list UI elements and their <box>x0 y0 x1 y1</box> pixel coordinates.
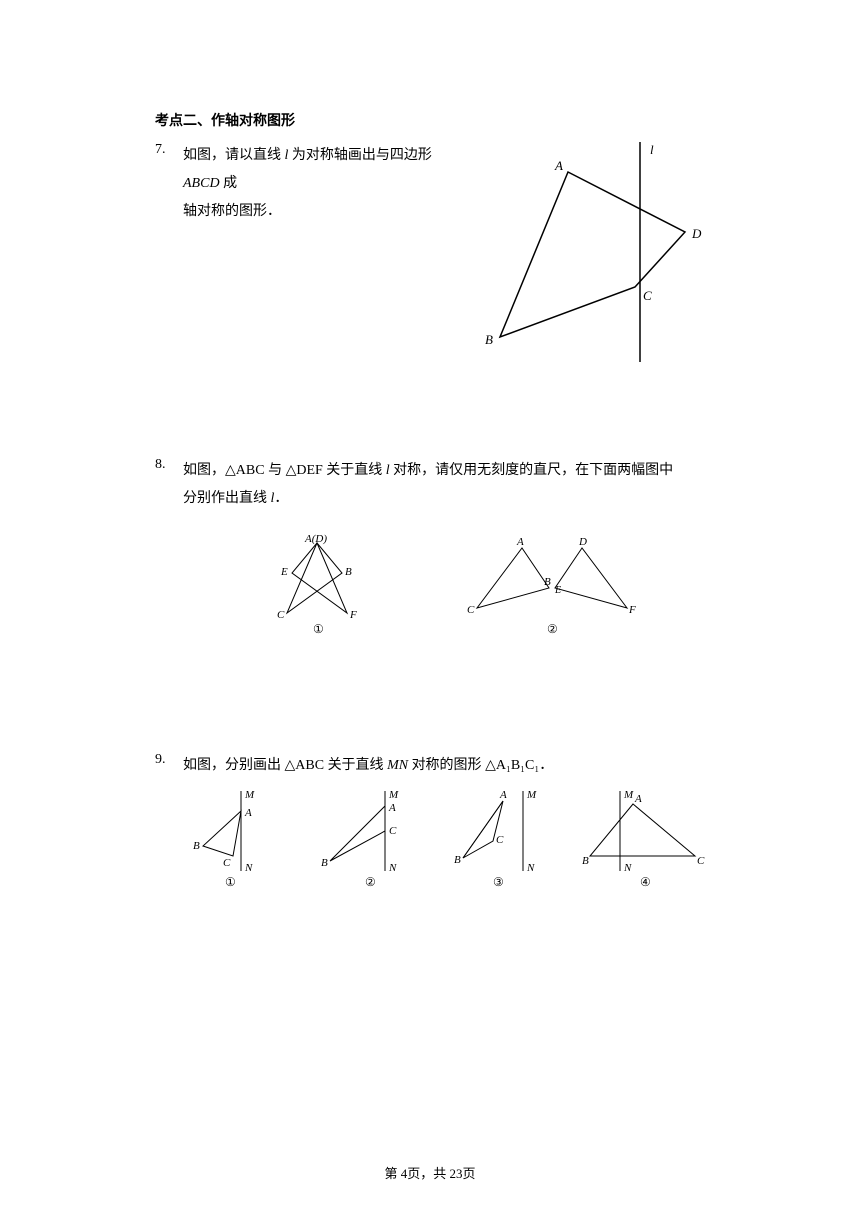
circled-2: ② <box>547 622 558 636</box>
figure-q8-1: A(D) B C E F ① <box>257 533 377 643</box>
svg-text:M: M <box>623 789 634 801</box>
math: △ABC <box>225 463 265 478</box>
figure-row-q8: A(D) B C E F ① A D B E C F ② <box>183 533 710 643</box>
footer-text: 第 <box>384 1166 400 1181</box>
svg-text:C: C <box>697 855 705 867</box>
svg-text:N: N <box>526 862 535 874</box>
problem-7: 7. 如图，请以直线 l 为对称轴画出与四边形 ABCD 成 轴对称的图形． A… <box>155 142 710 383</box>
svg-text:C: C <box>223 857 231 869</box>
math: △ABC <box>285 758 325 773</box>
svg-text:A: A <box>634 793 642 805</box>
text: 为对称轴画出与四边形 <box>288 148 432 163</box>
math: △DEF <box>286 463 323 478</box>
problem-8: 8. 如图，△ABC 与 △DEF 关于直线 l 对称，请仅用无刻度的直尺，在下… <box>155 457 710 643</box>
text: 对称，请仅用无刻度的直尺，在下面两幅图中 <box>390 463 674 478</box>
text: 如图， <box>183 463 225 478</box>
svg-text:M: M <box>244 789 255 801</box>
problem-text: 如图，请以直线 l 为对称轴画出与四边形 ABCD 成 轴对称的图形． <box>183 142 460 383</box>
svg-text:B: B <box>582 855 589 867</box>
problem-number: 8. <box>155 457 183 643</box>
svg-text:①: ① <box>225 875 236 889</box>
text: 与 <box>265 463 286 478</box>
svg-text:A: A <box>244 807 252 819</box>
svg-text:A: A <box>388 802 396 814</box>
svg-text:B: B <box>321 857 328 869</box>
text: 如图，分别画出 <box>183 758 285 773</box>
svg-text:③: ③ <box>493 875 504 889</box>
text: 成 <box>220 176 238 191</box>
figure-q9-2: M A C B N ② <box>315 786 415 891</box>
svg-text:④: ④ <box>640 875 651 889</box>
text: 轴对称的图形． <box>183 204 281 219</box>
text: 关于直线 <box>324 758 387 773</box>
label-B: B <box>345 566 352 578</box>
text: ． <box>539 758 553 773</box>
problem-number: 7. <box>155 142 183 383</box>
label-C: C <box>277 609 285 621</box>
label-D: D <box>578 536 587 548</box>
problem-body: 如图，分别画出 △ABC 关于直线 MN 对称的图形 △A₁B₁C₁． M A … <box>183 752 710 891</box>
label-A: A <box>516 536 524 548</box>
svg-text:C: C <box>496 834 504 846</box>
text: 关于直线 <box>323 463 386 478</box>
svg-text:N: N <box>388 862 397 874</box>
label-B: B <box>544 576 551 588</box>
figure-q9-4: M A B C N ④ <box>580 786 710 891</box>
label-l: l <box>650 142 654 157</box>
text: 对称的图形 <box>408 758 485 773</box>
page-footer: 第 4页，共 23页 <box>0 1163 860 1182</box>
text: ． <box>274 491 288 506</box>
section-title: 考点二、作轴对称图形 <box>155 110 710 130</box>
svg-text:M: M <box>526 789 537 801</box>
figure-q9-1: M A B C N ① <box>183 786 283 891</box>
svg-text:A: A <box>499 789 507 801</box>
svg-text:B: B <box>454 854 461 866</box>
svg-text:N: N <box>244 862 253 874</box>
var-abcd: ABCD <box>183 176 220 191</box>
label-B: B <box>485 332 493 347</box>
text: 如图，请以直线 <box>183 148 285 163</box>
svg-text:②: ② <box>365 875 376 889</box>
page-total: 23 <box>450 1166 463 1181</box>
figure-row-q9: M A B C N ① M A C B N ② <box>183 786 710 891</box>
label-E: E <box>280 566 288 578</box>
figure-q7: A B C D l <box>460 142 710 383</box>
figure-q8-2: A D B E C F ② <box>467 533 637 643</box>
figure-q9-3: M A C B N ③ <box>448 786 548 891</box>
math: △A₁B₁C₁ <box>485 758 539 773</box>
problem-body: 如图，△ABC 与 △DEF 关于直线 l 对称，请仅用无刻度的直尺，在下面两幅… <box>183 457 710 643</box>
footer-text: 页 <box>463 1166 476 1181</box>
label-F: F <box>349 609 357 621</box>
problem-number: 9. <box>155 752 183 891</box>
label-C: C <box>467 604 475 616</box>
label-F: F <box>628 604 636 616</box>
label-C: C <box>643 288 652 303</box>
footer-text: 页，共 <box>407 1166 449 1181</box>
text: 分别作出直线 <box>183 491 271 506</box>
label-AD: A(D) <box>304 533 327 545</box>
svg-text:C: C <box>389 825 397 837</box>
label-D: D <box>691 226 702 241</box>
label-E: E <box>554 585 561 596</box>
svg-text:N: N <box>623 862 632 874</box>
page-content: 考点二、作轴对称图形 7. 如图，请以直线 l 为对称轴画出与四边形 ABCD … <box>0 0 860 891</box>
problem-body: 如图，请以直线 l 为对称轴画出与四边形 ABCD 成 轴对称的图形． A B … <box>183 142 710 383</box>
label-A: A <box>554 158 563 173</box>
svg-text:B: B <box>193 840 200 852</box>
circled-1: ① <box>313 622 324 636</box>
svg-text:M: M <box>388 789 399 801</box>
problem-9: 9. 如图，分别画出 △ABC 关于直线 MN 对称的图形 △A₁B₁C₁． M… <box>155 752 710 891</box>
var-mn: MN <box>387 758 408 773</box>
